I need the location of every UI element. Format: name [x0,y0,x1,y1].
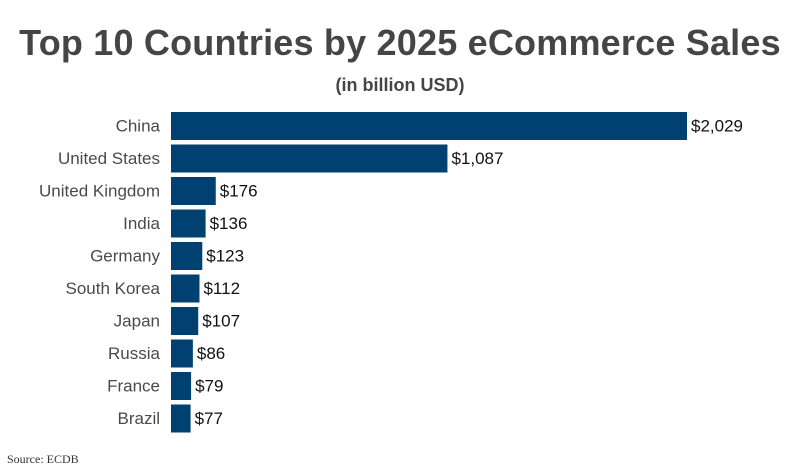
chart-title: Top 10 Countries by 2025 eCommerce Sales [19,22,781,63]
category-label: India [123,214,160,233]
bar [171,112,687,140]
category-label: United States [58,149,160,168]
value-label: $176 [220,182,258,201]
value-label: $107 [202,312,240,331]
value-label: $136 [210,214,248,233]
category-label: United Kingdom [39,182,160,201]
value-label: $1,087 [451,149,503,168]
bar [171,209,206,238]
chart-subtitle: (in billion USD) [335,75,465,95]
category-label: Brazil [117,409,160,428]
value-label: $86 [197,344,225,363]
category-label: China [116,117,161,136]
bar [171,274,200,303]
bar [171,307,199,335]
bar [171,144,448,173]
category-label: South Korea [65,279,160,298]
value-label: $79 [195,377,223,396]
category-label: Japan [114,312,160,331]
bar [171,372,192,400]
category-label: Russia [108,344,161,363]
value-label: $112 [203,279,240,298]
category-label: France [107,377,160,396]
value-label: $2,029 [691,117,743,136]
category-label: Germany [90,247,160,266]
bar [171,339,193,368]
bar [171,177,216,205]
bar [171,242,203,270]
value-label: $123 [206,247,244,266]
bar [171,404,191,433]
source-note: Source: ECDB [7,452,79,466]
value-label: $77 [195,409,223,428]
